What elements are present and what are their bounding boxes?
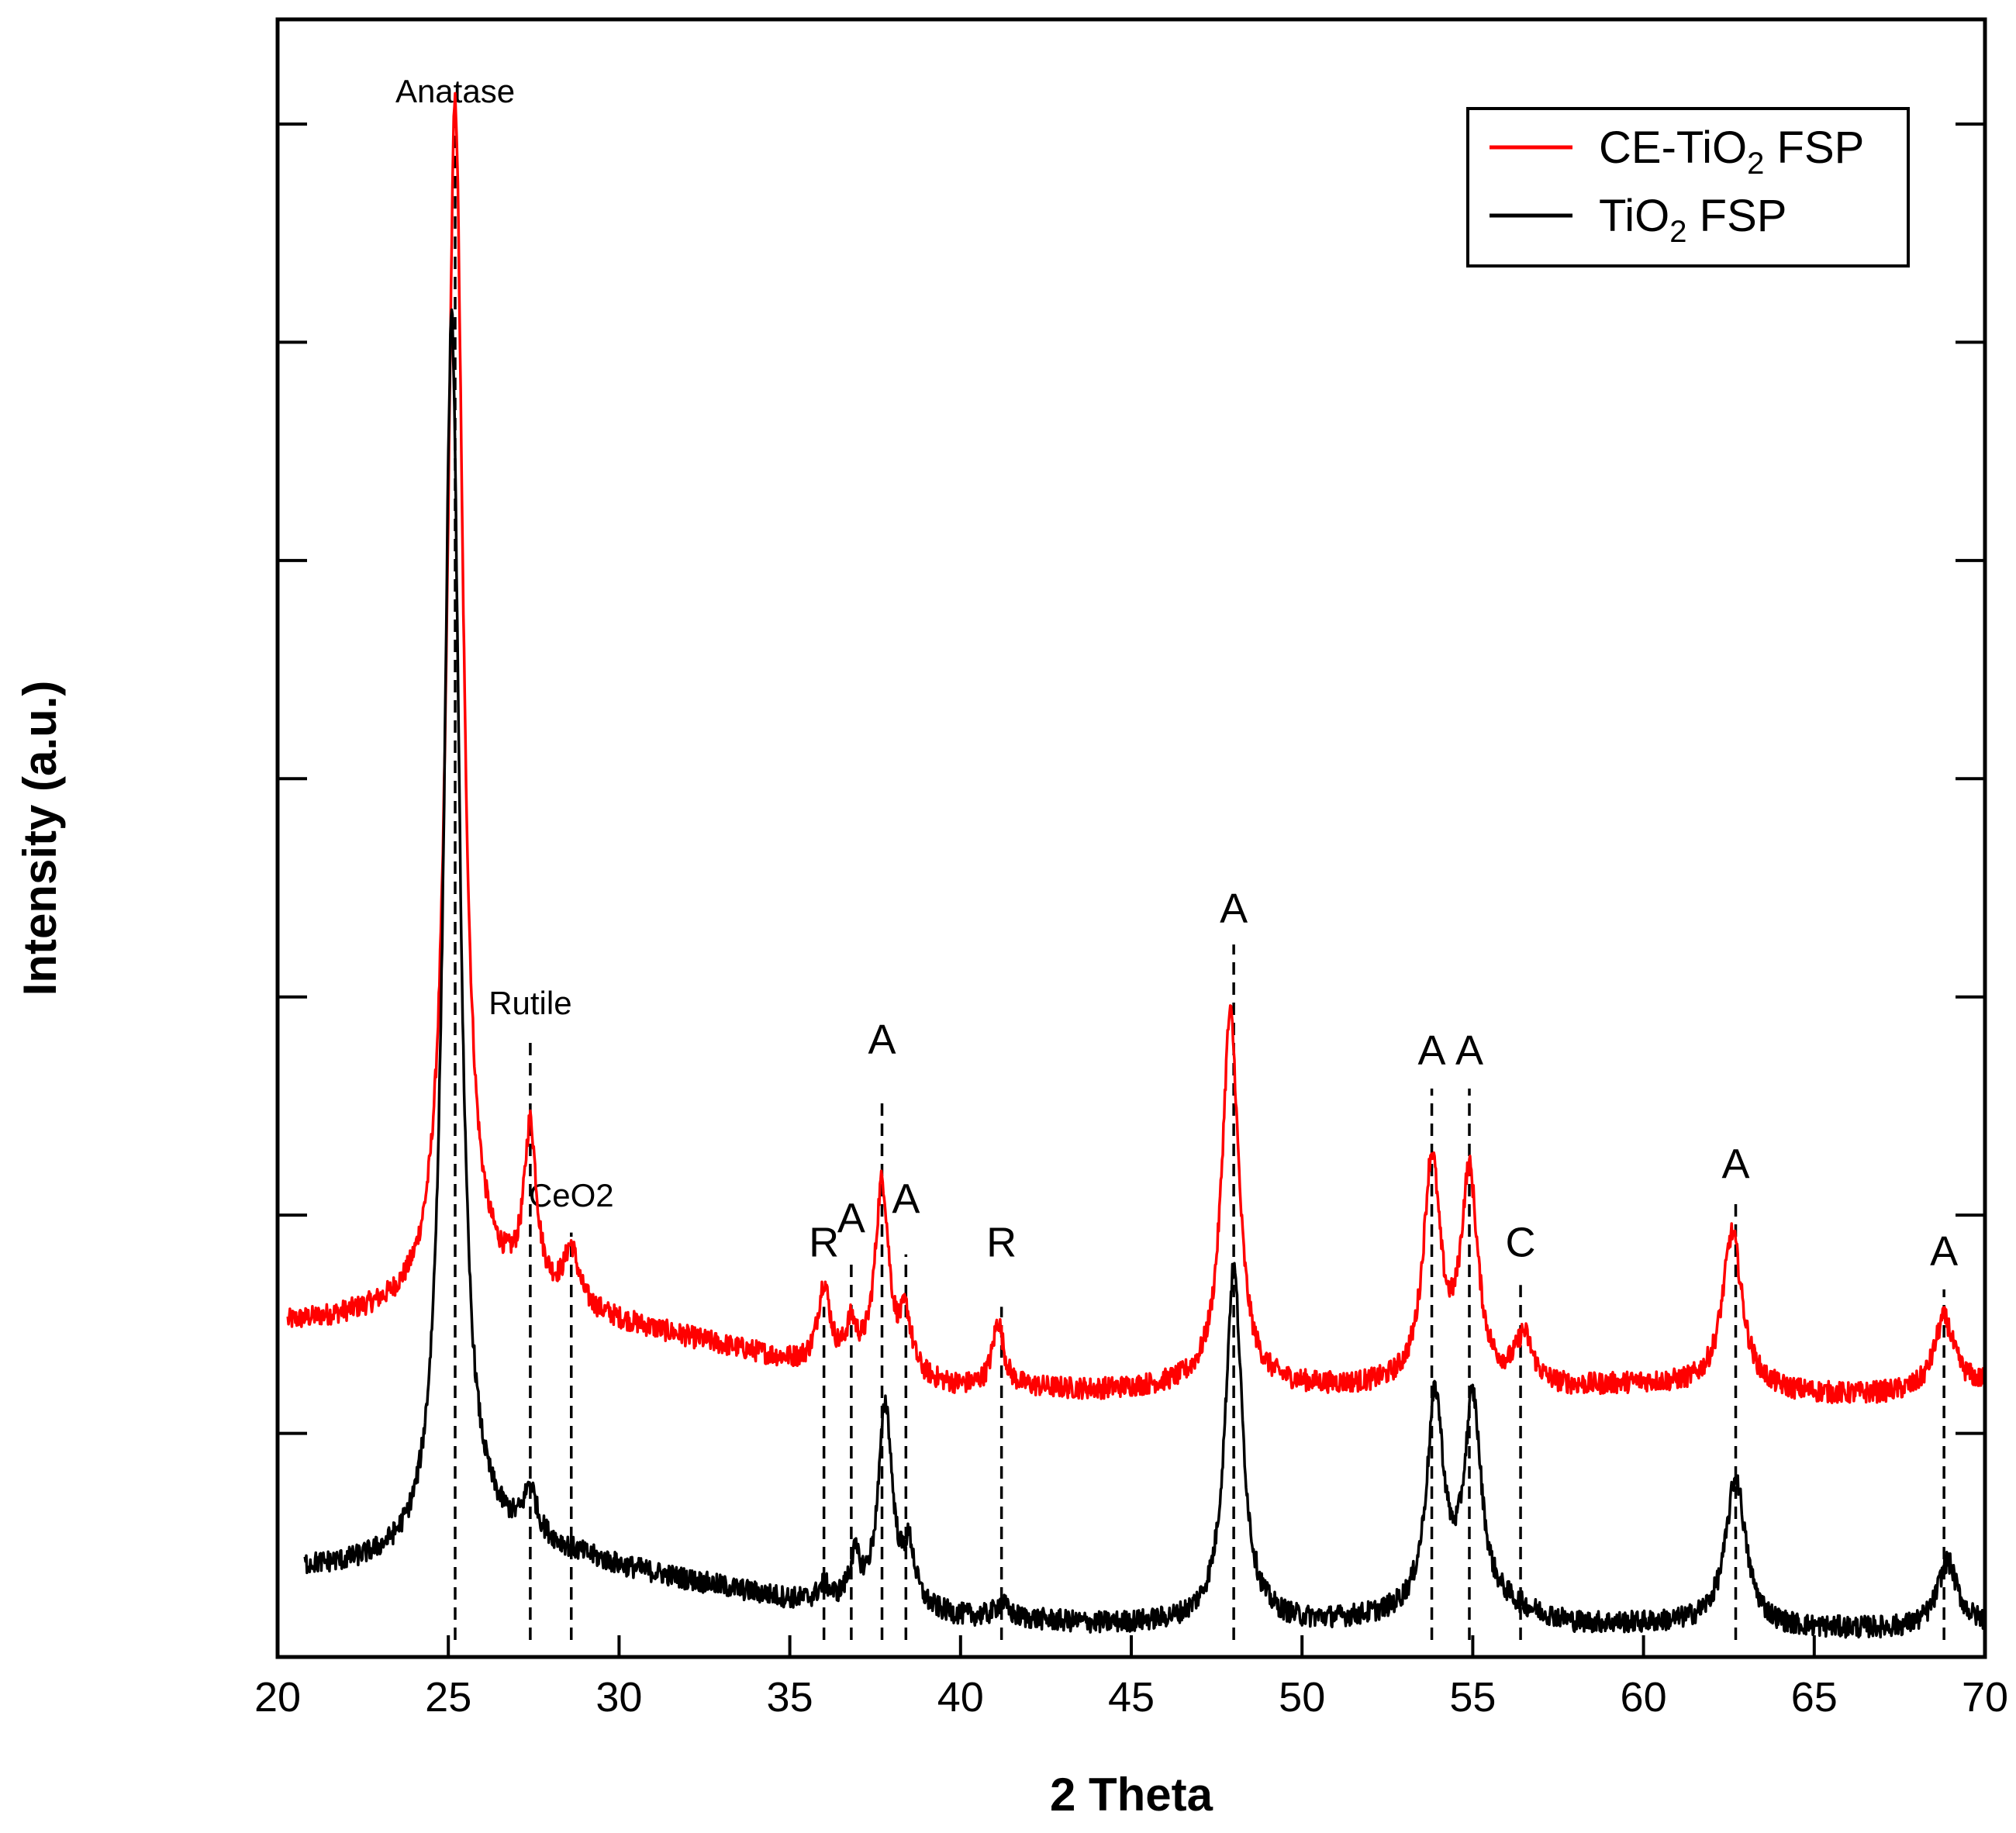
- x-tick-label: 45: [1108, 1674, 1155, 1721]
- phase-label: A: [1418, 1027, 1446, 1074]
- phase-label: A: [1721, 1141, 1749, 1187]
- series-layer: [286, 91, 1987, 1639]
- y-axis-title: Intensity (a.u.): [14, 681, 66, 996]
- legend-box: [1466, 107, 1910, 268]
- x-tick-label: 25: [425, 1674, 471, 1721]
- axis-ticks: 20 25 30 35 40 45 50 55 60 65 70: [254, 123, 2008, 1721]
- phase-label: A: [868, 1017, 896, 1063]
- phase-label: R: [809, 1220, 839, 1266]
- x-tick-label: 60: [1621, 1674, 1667, 1721]
- legend-label-ce-tio2: CE-TiO2 FSP: [1599, 123, 1864, 181]
- phase-label: A: [1220, 885, 1248, 932]
- x-tick-label: 20: [254, 1674, 301, 1721]
- phase-label: R: [986, 1220, 1017, 1266]
- x-tick-label: 40: [937, 1674, 984, 1721]
- phase-label: A: [837, 1196, 865, 1242]
- series-line-tio2: [303, 308, 1987, 1639]
- phase-label: A: [1455, 1027, 1483, 1074]
- legend-label-tio2: TiO2 FSP: [1599, 191, 1786, 249]
- x-tick-label: 55: [1449, 1674, 1496, 1721]
- series-line-ce-tio2: [286, 91, 1987, 1404]
- x-tick-label: 65: [1791, 1674, 1838, 1721]
- phase-label: A: [1930, 1228, 1958, 1275]
- phase-label: A: [892, 1175, 920, 1222]
- x-tick-label: 30: [595, 1674, 642, 1721]
- x-tick-label: 35: [767, 1674, 813, 1721]
- phase-label: C: [1506, 1220, 1536, 1266]
- x-tick-label: 70: [1962, 1674, 2008, 1721]
- phase-label: CeO2: [529, 1177, 614, 1213]
- x-axis-title: 2 Theta: [1050, 1769, 1213, 1821]
- x-tick-label: 50: [1279, 1674, 1325, 1721]
- legend: CE-TiO2 FSP TiO2 FSP: [1466, 107, 1910, 268]
- phase-label: Rutile: [488, 985, 571, 1021]
